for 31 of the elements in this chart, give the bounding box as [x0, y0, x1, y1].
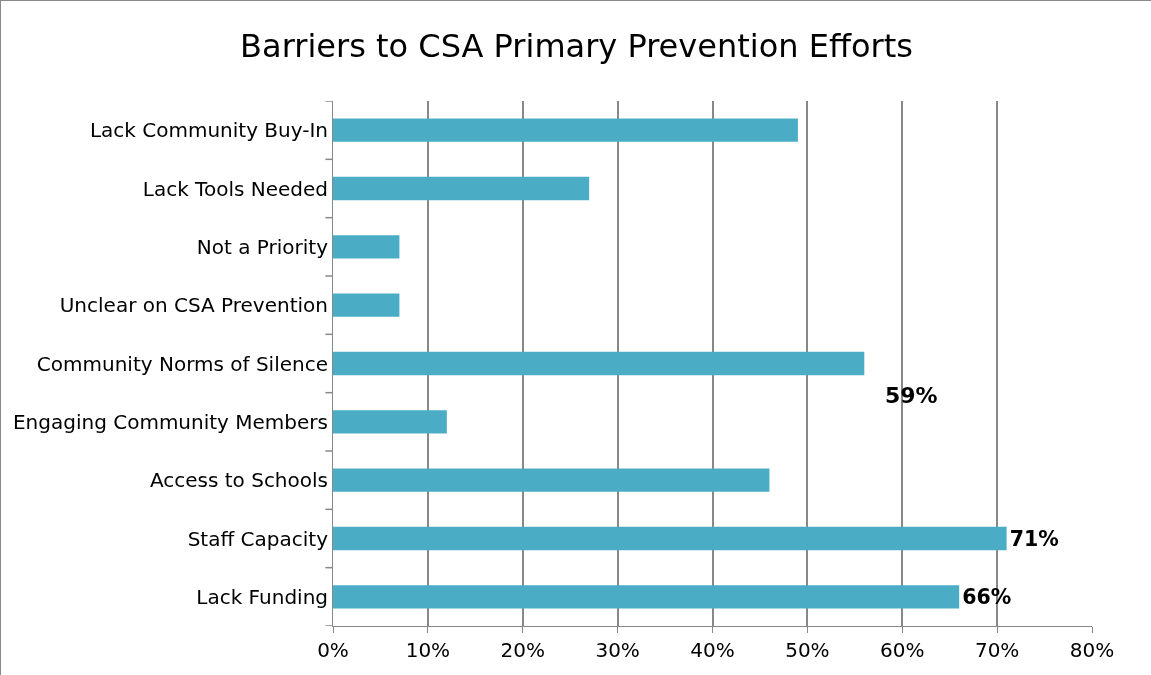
y-tick-label: Not a Priority	[196, 234, 329, 259]
annotation: 59%	[885, 383, 938, 408]
y-tick-label: Lack Tools Needed	[142, 176, 328, 201]
x-tick-label: 60%	[880, 638, 925, 662]
x-tick-label: 80%	[1069, 638, 1115, 662]
x-tick-label: 10%	[405, 638, 451, 662]
x-tick-label: 40%	[690, 638, 735, 662]
bar	[333, 118, 798, 142]
y-tick-label: Lack Funding	[196, 584, 328, 609]
y-tick-label: Access to Schools	[149, 468, 328, 493]
data-label: 71%	[1009, 526, 1059, 551]
y-tick-label: Engaging Community Members	[12, 409, 328, 434]
bar	[333, 410, 447, 434]
y-tick-label: Community Norms of Silence	[36, 351, 328, 376]
bar	[333, 351, 865, 376]
x-tick-label: 0%	[317, 638, 349, 662]
x-tick-label: 30%	[595, 638, 640, 662]
bar	[333, 526, 1007, 551]
x-tick-label: 50%	[785, 638, 830, 662]
bar	[333, 585, 960, 609]
bar	[333, 293, 400, 317]
bar	[333, 235, 400, 259]
y-tick-label: Unclear on CSA Prevention	[59, 293, 328, 318]
bar	[333, 468, 770, 492]
x-tick-label: 20%	[500, 638, 545, 662]
data-label: 66%	[962, 584, 1012, 609]
y-tick-label: Lack Community Buy-In	[89, 118, 328, 143]
chart-title: Barriers to CSA Primary Prevention Efforts	[240, 27, 913, 66]
y-tick-label: Staff Capacity	[187, 526, 329, 551]
x-tick-label: 70%	[974, 638, 1020, 662]
bar	[333, 176, 590, 201]
